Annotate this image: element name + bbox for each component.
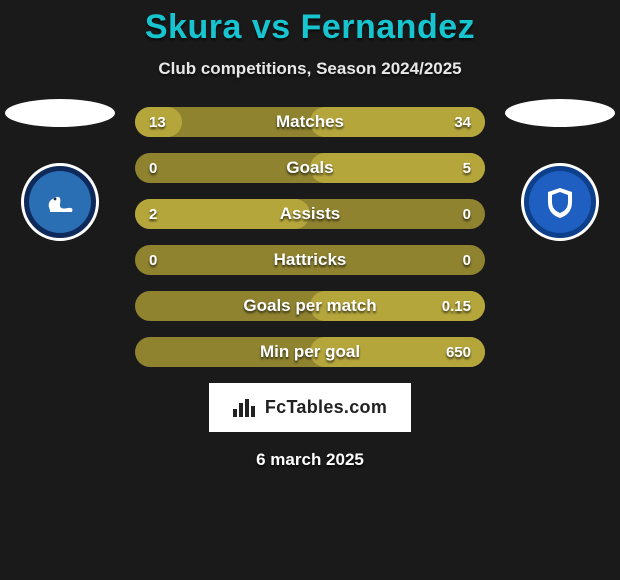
date-label: 6 march 2025 [256,450,364,470]
stat-label: Min per goal [135,337,485,367]
stat-value-right: 34 [454,107,471,137]
stat-value-right: 0 [463,245,471,275]
stat-row: Goals per match0.15 [135,291,485,321]
stat-value-right: 0 [463,199,471,229]
stat-value-left: 0 [149,245,157,275]
page-subtitle: Club competitions, Season 2024/2025 [0,59,620,79]
brand-watermark: FcTables.com [209,383,411,432]
swan-icon [40,182,80,222]
stat-label: Goals [135,153,485,183]
stat-row: Assists2 0 [135,199,485,229]
stat-label: Matches [135,107,485,137]
stat-value-right: 5 [463,153,471,183]
stat-value-right: 0.15 [442,291,471,321]
stat-value-right: 650 [446,337,471,367]
club-badge-right [521,163,599,241]
bar-chart-icon [233,399,257,417]
club-badge-left [21,163,99,241]
shield-icon [540,182,580,222]
brand-text: FcTables.com [265,397,387,418]
stat-value-left: 2 [149,199,157,229]
avatar-placeholder-left [5,99,115,127]
avatar-placeholder-right [505,99,615,127]
comparison-card: Skura vs Fernandez Club competitions, Se… [0,0,620,580]
stat-label: Assists [135,199,485,229]
comparison-body: Matches1334Goals05Assists20Hattricks00Go… [0,107,620,367]
stat-value-left: 0 [149,153,157,183]
card-footer: FcTables.com 6 march 2025 [0,383,620,470]
stat-row: Hattricks0 0 [135,245,485,275]
stat-row: Min per goal650 [135,337,485,367]
stat-label: Hattricks [135,245,485,275]
stat-row: Goals0 5 [135,153,485,183]
stat-value-left: 13 [149,107,166,137]
player-right-slot [500,99,620,241]
stat-label: Goals per match [135,291,485,321]
player-left-slot [0,99,120,241]
stat-row: Matches13 34 [135,107,485,137]
stat-bars: Matches1334Goals05Assists20Hattricks00Go… [135,107,485,367]
page-title: Skura vs Fernandez [0,8,620,47]
